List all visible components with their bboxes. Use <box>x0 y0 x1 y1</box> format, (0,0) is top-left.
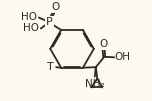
Text: O: O <box>99 39 108 49</box>
Text: NH₂: NH₂ <box>85 79 105 89</box>
Text: HO: HO <box>23 23 39 33</box>
Text: HO: HO <box>21 12 37 22</box>
Text: OH: OH <box>115 52 131 62</box>
Text: O: O <box>51 2 59 12</box>
Text: T: T <box>47 62 54 72</box>
Text: P: P <box>46 17 53 27</box>
